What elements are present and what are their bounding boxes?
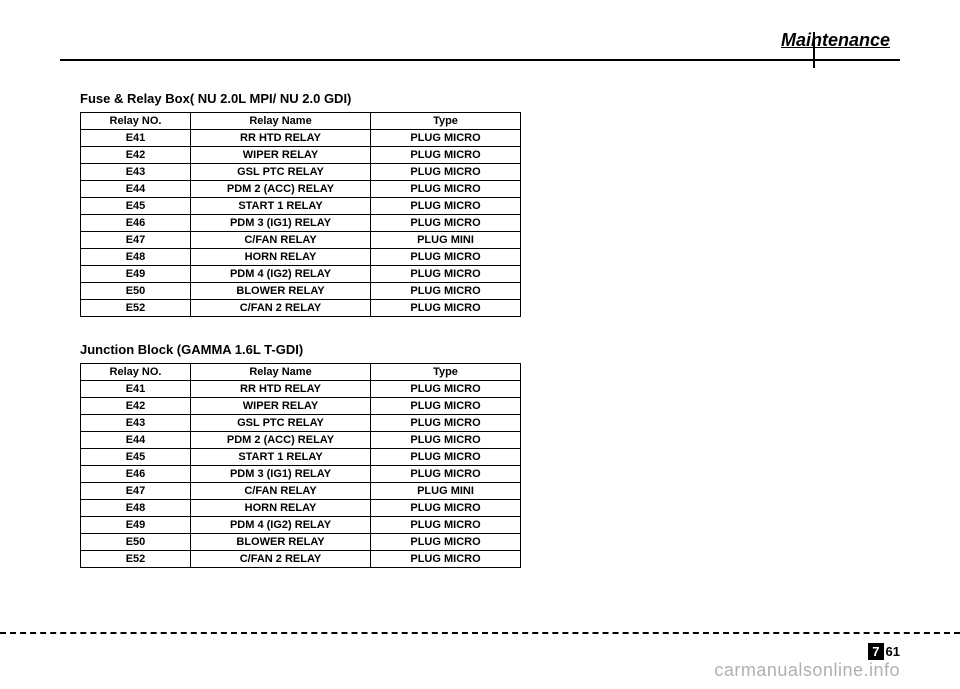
table-row: E46PDM 3 (IG1) RELAYPLUG MICRO [81, 466, 521, 483]
header-divider [813, 32, 815, 68]
relay-table-1: Relay NO. Relay Name Type E41RR HTD RELA… [80, 112, 521, 317]
page-num: 61 [886, 644, 900, 659]
table-row: E49PDM 4 (IG2) RELAYPLUG MICRO [81, 266, 521, 283]
table-row: E47C/FAN RELAYPLUG MINI [81, 232, 521, 249]
page-number: 761 [868, 644, 900, 659]
section-header: Maintenance [60, 30, 900, 51]
table1-title: Fuse & Relay Box( NU 2.0L MPI/ NU 2.0 GD… [80, 91, 900, 106]
table-row: E41RR HTD RELAYPLUG MICRO [81, 381, 521, 398]
table-row: E48HORN RELAYPLUG MICRO [81, 500, 521, 517]
table-row: E41RR HTD RELAYPLUG MICRO [81, 130, 521, 147]
watermark: carmanualsonline.info [714, 660, 900, 681]
page-container: Maintenance Fuse & Relay Box( NU 2.0L MP… [0, 0, 960, 689]
chapter-number: 7 [868, 643, 883, 660]
table-row: E45START 1 RELAYPLUG MICRO [81, 198, 521, 215]
table-row: E47C/FAN RELAYPLUG MINI [81, 483, 521, 500]
table2-title: Junction Block (GAMMA 1.6L T-GDI) [80, 342, 900, 357]
table-row: E42WIPER RELAYPLUG MICRO [81, 147, 521, 164]
header-type: Type [371, 364, 521, 381]
table-header-row: Relay NO. Relay Name Type [81, 113, 521, 130]
table-row: E49PDM 4 (IG2) RELAYPLUG MICRO [81, 517, 521, 534]
header-rule [60, 59, 900, 61]
table-row: E44PDM 2 (ACC) RELAYPLUG MICRO [81, 181, 521, 198]
table-row: E50BLOWER RELAYPLUG MICRO [81, 283, 521, 300]
table-row: E52C/FAN 2 RELAYPLUG MICRO [81, 551, 521, 568]
footer-rule [0, 632, 960, 634]
table-row: E46PDM 3 (IG1) RELAYPLUG MICRO [81, 215, 521, 232]
header-relay-name: Relay Name [191, 364, 371, 381]
table-header-row: Relay NO. Relay Name Type [81, 364, 521, 381]
header-relay-no: Relay NO. [81, 364, 191, 381]
table-row: E52C/FAN 2 RELAYPLUG MICRO [81, 300, 521, 317]
table-row: E44PDM 2 (ACC) RELAYPLUG MICRO [81, 432, 521, 449]
table-row: E45START 1 RELAYPLUG MICRO [81, 449, 521, 466]
header-relay-name: Relay Name [191, 113, 371, 130]
table-row: E43GSL PTC RELAYPLUG MICRO [81, 164, 521, 181]
table-row: E50BLOWER RELAYPLUG MICRO [81, 534, 521, 551]
header-type: Type [371, 113, 521, 130]
table1-body: E41RR HTD RELAYPLUG MICRO E42WIPER RELAY… [81, 130, 521, 317]
relay-table-2: Relay NO. Relay Name Type E41RR HTD RELA… [80, 363, 521, 568]
header-relay-no: Relay NO. [81, 113, 191, 130]
table-row: E42WIPER RELAYPLUG MICRO [81, 398, 521, 415]
table-row: E43GSL PTC RELAYPLUG MICRO [81, 415, 521, 432]
table2-body: E41RR HTD RELAYPLUG MICRO E42WIPER RELAY… [81, 381, 521, 568]
table-row: E48HORN RELAYPLUG MICRO [81, 249, 521, 266]
